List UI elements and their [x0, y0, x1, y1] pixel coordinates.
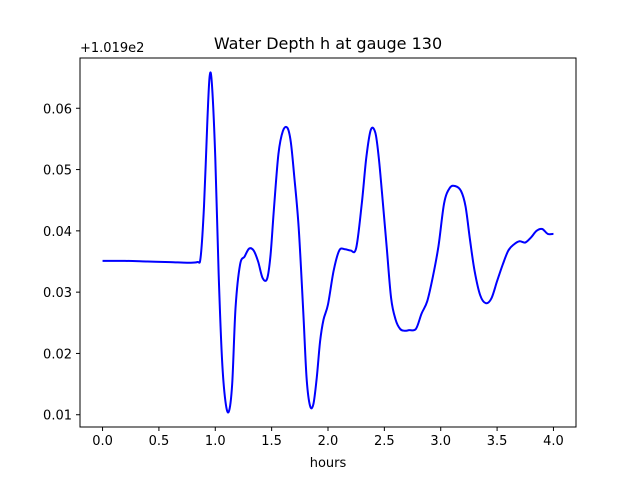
x-tick-label: 2.0 — [318, 434, 339, 449]
y-tick-label: 0.03 — [43, 286, 72, 301]
x-tick-label: 3.5 — [487, 434, 508, 449]
x-tick-label: 3.0 — [430, 434, 451, 449]
y-tick-label: 0.01 — [43, 409, 72, 424]
y-tick-label: 0.05 — [43, 164, 72, 179]
series-layer — [102, 71, 554, 414]
x-tick-label: 2.5 — [374, 434, 395, 449]
x-tick-label: 4.0 — [543, 434, 564, 449]
ticks-layer: 0.0 0.5 1.0 1.5 2.0 2.5 3.0 3.5 4.0 0.01 0.02 0.03 0… — [43, 102, 564, 449]
plot-frame — [79, 57, 577, 428]
water-depth-series-line — [102, 71, 554, 414]
y-tick-label: 0.02 — [43, 347, 72, 362]
x-tick-label: 0.0 — [92, 434, 113, 449]
chart-title: Water Depth h at gauge 130 — [214, 34, 442, 53]
x-tick-label: 1.5 — [261, 434, 282, 449]
y-tick-label: 0.06 — [43, 102, 72, 117]
x-tick-label: 0.5 — [149, 434, 170, 449]
x-tick-label: 1.0 — [205, 434, 226, 449]
y-tick-label: 0.04 — [43, 225, 72, 240]
x-axis-label: hours — [310, 456, 347, 471]
y-offset-label: +1.019e2 — [80, 41, 144, 56]
